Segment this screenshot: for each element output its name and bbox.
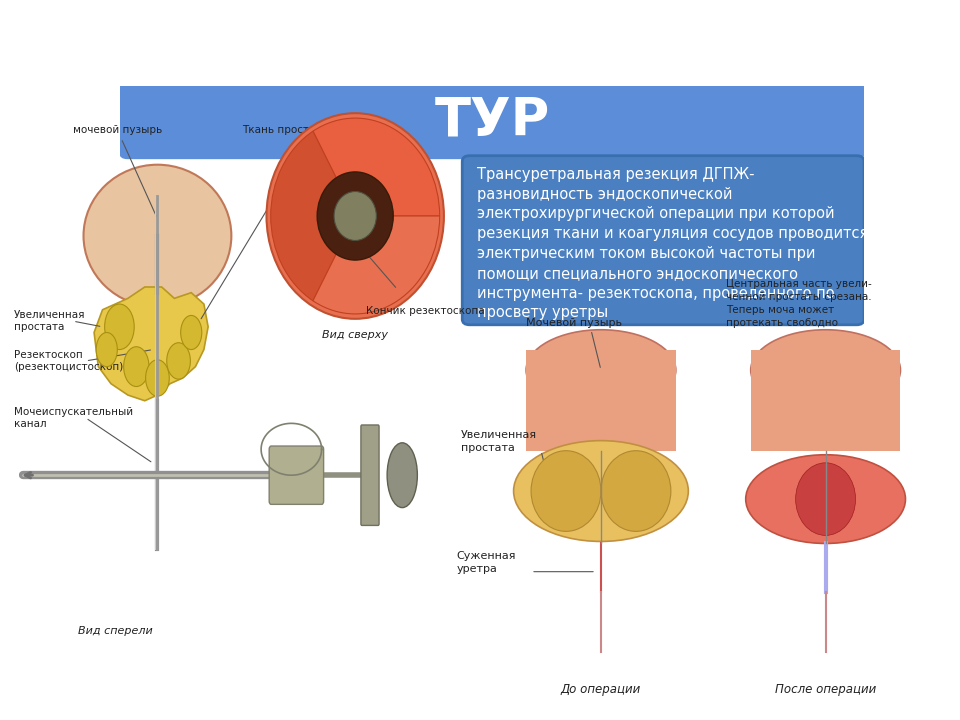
Bar — [751, 350, 900, 451]
Text: Увеличенная
простата: Увеличенная простата — [461, 431, 538, 453]
Text: До операции: До операции — [561, 683, 641, 696]
Ellipse shape — [601, 451, 671, 531]
FancyBboxPatch shape — [120, 84, 864, 158]
Polygon shape — [94, 287, 208, 401]
Wedge shape — [313, 118, 440, 216]
Ellipse shape — [167, 343, 190, 379]
Ellipse shape — [746, 455, 905, 544]
FancyBboxPatch shape — [361, 425, 379, 526]
Wedge shape — [271, 131, 355, 301]
FancyBboxPatch shape — [269, 446, 324, 504]
Bar — [526, 350, 676, 451]
Ellipse shape — [105, 304, 134, 349]
Ellipse shape — [96, 333, 117, 366]
Text: После операции: После операции — [775, 683, 876, 696]
Ellipse shape — [146, 360, 169, 396]
Circle shape — [334, 192, 376, 240]
Text: Суженная
уретра: Суженная уретра — [456, 552, 516, 574]
Ellipse shape — [84, 165, 231, 307]
Text: Центральная часть увели-
ченной простаты срезана.
Теперь моча может
протекать св: Центральная часть увели- ченной простаты… — [726, 279, 872, 328]
Ellipse shape — [751, 330, 900, 410]
Text: Вид сверху: Вид сверху — [323, 330, 388, 341]
Ellipse shape — [796, 463, 855, 536]
FancyBboxPatch shape — [462, 156, 864, 325]
Text: Увеличенная
простата: Увеличенная простата — [13, 310, 85, 333]
Text: Вид сперели: Вид сперели — [78, 626, 153, 636]
Ellipse shape — [526, 330, 676, 410]
Ellipse shape — [387, 443, 418, 508]
Ellipse shape — [514, 441, 688, 541]
Text: Ткань простаты срезается: Ткань простаты срезается — [201, 125, 388, 319]
Text: Мочеиспускательный
канал: Мочеиспускательный канал — [13, 407, 132, 429]
Ellipse shape — [531, 451, 601, 531]
Text: Мочевой пузырь: Мочевой пузырь — [526, 318, 622, 328]
Ellipse shape — [124, 347, 149, 387]
Text: Кончик резектоскопа: Кончик резектоскопа — [366, 306, 485, 316]
Ellipse shape — [180, 315, 202, 350]
Wedge shape — [313, 216, 440, 314]
Text: мочевой пузырь: мочевой пузырь — [73, 125, 162, 216]
Circle shape — [317, 172, 394, 260]
Text: ТУР: ТУР — [434, 95, 550, 147]
Text: Трансуретральная резекция ДГПЖ-
разновидность эндоскопической
электрохирургическ: Трансуретральная резекция ДГПЖ- разновид… — [477, 167, 869, 320]
Text: Резектоскоп
(резектоцистоскоп): Резектоскоп (резектоцистоскоп) — [13, 350, 123, 372]
Circle shape — [267, 113, 444, 319]
